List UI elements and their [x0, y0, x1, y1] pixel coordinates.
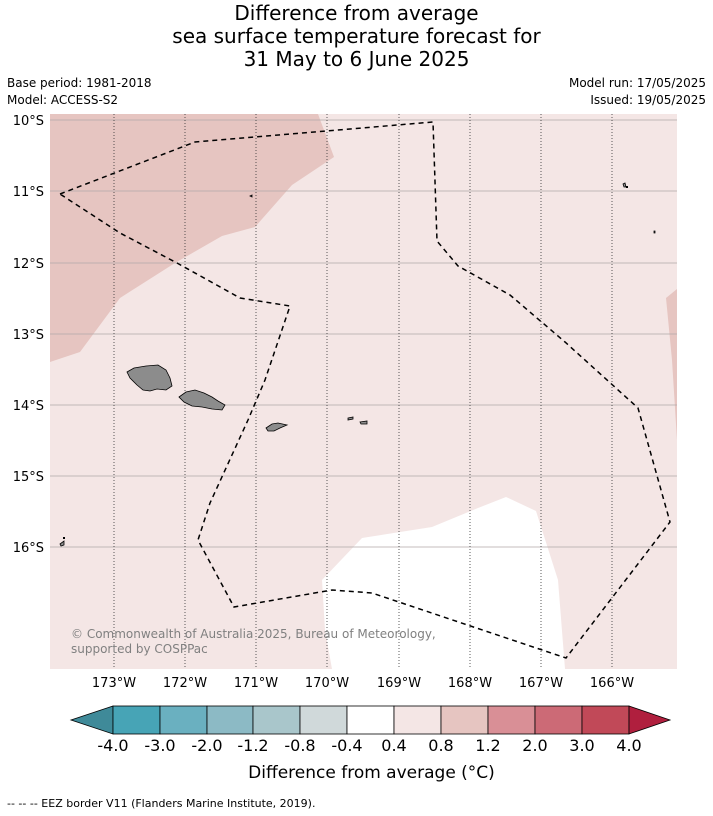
lat-label: 14°S: [13, 399, 44, 414]
lat-label: 13°S: [13, 328, 44, 343]
title-line-1: Difference from average: [234, 1, 479, 25]
colorbar-tick-label: -4.0: [97, 736, 128, 755]
longitude-labels: 173°W 172°W 171°W 170°W 169°W 168°W 167°…: [92, 676, 634, 691]
lon-label: 167°W: [519, 676, 563, 691]
colorbar-tick-label: -2.0: [191, 736, 222, 755]
tokelau-islet-2: [653, 230, 656, 234]
model-label: Model: ACCESS-S2: [7, 93, 119, 107]
model-run-label: Model run: 17/05/2025: [568, 76, 706, 90]
colorbar-extend-low: [69, 705, 114, 735]
colorbar: [69, 705, 672, 735]
land-islands: [59, 182, 656, 547]
lon-label: 173°W: [92, 676, 136, 691]
latitude-gridlines: [50, 119, 677, 548]
colorbar-segment: [487, 705, 536, 735]
colorbar-segment: [252, 705, 301, 735]
colorbar-extend-high: [628, 705, 672, 735]
colorbar-segment: [440, 705, 489, 735]
colorbar-segment: [346, 705, 395, 735]
upolu-island: [178, 389, 226, 411]
colorbar-segment: [393, 705, 442, 735]
lon-label: 168°W: [448, 676, 492, 691]
colorbar-segment: [299, 705, 348, 735]
savaii-island: [126, 364, 173, 392]
colorbar-labels: -4.0 -3.0 -2.0 -1.2 -0.8 -0.4 0.4 0.8 1.2 2.0 3.0 4…: [97, 736, 641, 755]
ofu-island: [347, 416, 354, 421]
eez-border-samoa: [59, 121, 671, 659]
anomaly-region-0.8-1.2-northwest: [50, 114, 334, 362]
lon-label: 169°W: [377, 676, 421, 691]
eez-legend-note: -- -- -- EEZ border V11 (Flanders Marine…: [7, 797, 316, 810]
title-line-2: sea surface temperature forecast for: [172, 24, 541, 48]
base-period-label: Base period: 1981-2018: [7, 76, 152, 90]
colorbar-tick-label: 3.0: [569, 736, 594, 755]
colorbar-tick-label: -0.8: [284, 736, 315, 755]
lon-label: 172°W: [163, 676, 207, 691]
colorbar-segment: [159, 705, 208, 735]
longitude-gridlines: [113, 114, 613, 669]
colorbar-tick-label: 0.8: [428, 736, 453, 755]
lat-label: 15°S: [13, 470, 44, 485]
lat-label: 10°S: [13, 114, 44, 129]
anomaly-region-neutral-south: [322, 497, 565, 669]
lon-label: 171°W: [234, 676, 278, 691]
eez-borders: [59, 121, 671, 659]
colorbar-tick-label: -1.2: [237, 736, 268, 755]
colorbar-tick-label: 1.2: [475, 736, 500, 755]
lat-label: 11°S: [13, 185, 44, 200]
wallis-islet: [59, 540, 65, 547]
anomaly-region-0.8-1.2-east: [666, 289, 677, 440]
tutuila-island: [265, 422, 289, 432]
issued-label: Issued: 19/05/2025: [590, 93, 706, 107]
lat-label: 12°S: [13, 257, 44, 272]
colorbar-segment: [581, 705, 630, 735]
colorbar-segment: [112, 705, 161, 735]
colorbar-title: Difference from average (°C): [248, 763, 495, 783]
colorbar-tick-label: 4.0: [616, 736, 641, 755]
colorbar-tick-label: -0.4: [331, 736, 362, 755]
title-line-3: 31 May to 6 June 2025: [243, 47, 470, 71]
colorbar-segment: [206, 705, 254, 735]
lat-label: 16°S: [13, 541, 44, 556]
copyright-notice: © Commonwealth of Australia 2025, Bureau…: [71, 627, 436, 656]
latitude-labels: 10°S 11°S 12°S 13°S 14°S 15°S 16°S: [13, 114, 44, 556]
colorbar-tick-label: -3.0: [144, 736, 175, 755]
swains-island: [249, 194, 253, 198]
colorbar-segment: [534, 705, 583, 735]
colorbar-tick-label: 0.4: [381, 736, 406, 755]
eez-minor-marks: [63, 186, 628, 539]
lon-label: 166°W: [590, 676, 634, 691]
colorbar-tick-label: 2.0: [522, 736, 547, 755]
lon-label: 170°W: [305, 676, 349, 691]
tau-island: [359, 420, 368, 425]
tokelau-islet-1: [622, 182, 627, 188]
